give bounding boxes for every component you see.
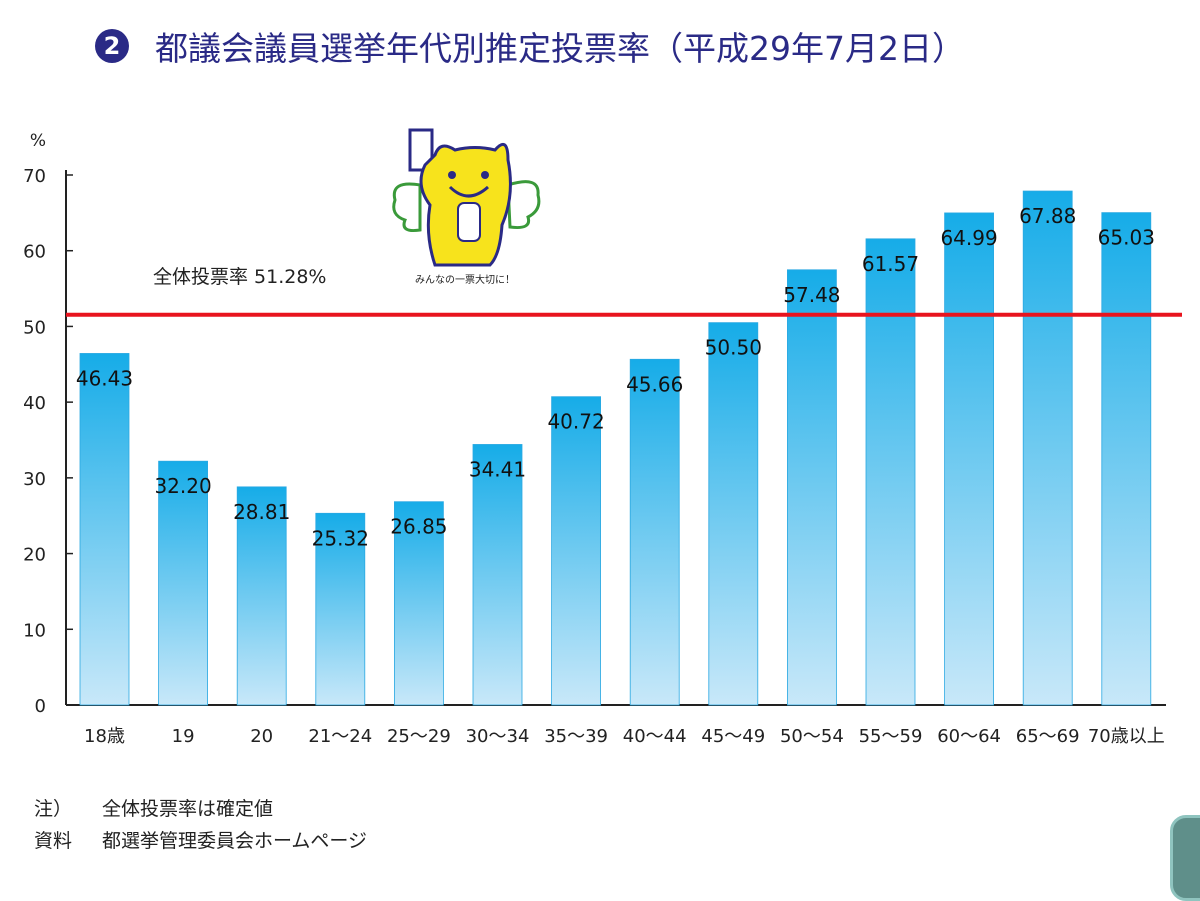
mascot-caption: みんなの一票大切に！ xyxy=(415,273,515,286)
data-label: 32.20 xyxy=(154,474,211,498)
x-tick-label: 50～54 xyxy=(780,726,844,747)
bar xyxy=(79,353,130,706)
y-tick-label: 60 xyxy=(23,242,46,263)
bar xyxy=(787,269,837,706)
data-label: 28.81 xyxy=(233,500,290,524)
page-corner-tab xyxy=(1170,815,1200,901)
bar xyxy=(551,396,601,706)
bar xyxy=(393,501,444,706)
bar-chart: % 0 10 20 30 40 50 60 70 46.43 32.20 28.81 25.32 26.… xyxy=(23,128,1182,747)
y-tick-label: 20 xyxy=(23,545,46,566)
bar xyxy=(865,238,916,706)
data-label: 67.88 xyxy=(1019,204,1076,228)
x-tick-label: 19 xyxy=(172,726,195,747)
x-tick-label: 25～29 xyxy=(387,726,451,747)
x-tick-label: 20 xyxy=(250,726,273,747)
y-axis-unit: % xyxy=(30,131,46,151)
bar xyxy=(708,322,759,706)
x-tick-label: 40～44 xyxy=(623,726,687,747)
bar xyxy=(944,212,994,706)
bar xyxy=(236,486,287,706)
y-tick-label: 0 xyxy=(35,696,46,717)
bar xyxy=(315,512,366,706)
note-text: 全体投票率は確定値 xyxy=(102,798,274,820)
bar xyxy=(1022,190,1073,706)
data-label: 57.48 xyxy=(783,283,840,307)
y-tick-label: 30 xyxy=(23,469,46,490)
y-tick-label: 50 xyxy=(23,317,46,338)
x-tick-label: 60～64 xyxy=(937,726,1001,747)
bar xyxy=(1101,212,1152,706)
note-key: 注） xyxy=(34,798,73,820)
chart-title-text: 都議会議員選挙年代別推定投票率（平成29年7月2日） xyxy=(155,29,965,68)
x-tick-label: 30～34 xyxy=(466,726,530,747)
x-tick-label: 21～24 xyxy=(308,726,372,747)
data-label: 64.99 xyxy=(940,226,997,250)
bar xyxy=(158,460,209,706)
data-label: 40.72 xyxy=(547,410,604,434)
chart-title: 2 都議会議員選挙年代別推定投票率（平成29年7月2日） xyxy=(95,22,965,70)
data-label: 34.41 xyxy=(469,457,526,481)
x-tick-label: 45～49 xyxy=(701,726,765,747)
y-tick-label: 40 xyxy=(23,393,46,414)
source-row: 資料 都選挙管理委員会ホームページ xyxy=(34,826,367,853)
data-label: 46.43 xyxy=(76,366,133,390)
bar xyxy=(629,358,680,706)
data-label: 26.85 xyxy=(390,515,447,539)
reference-line-label: 全体投票率 51.28% xyxy=(153,266,327,288)
data-label: 45.66 xyxy=(626,372,683,396)
x-tick-label: 35～39 xyxy=(544,726,608,747)
x-tick-label: 70歳以上 xyxy=(1088,726,1165,747)
data-label: 65.03 xyxy=(1098,226,1155,250)
bar xyxy=(472,444,523,706)
x-tick-label: 65～69 xyxy=(1016,726,1080,747)
y-tick-label: 10 xyxy=(23,620,46,641)
data-label: 25.32 xyxy=(312,526,369,550)
note-row: 注） 全体投票率は確定値 xyxy=(34,794,273,821)
data-label: 50.50 xyxy=(705,336,762,360)
source-text: 都選挙管理委員会ホームページ xyxy=(102,830,368,852)
section-number-badge: 2 xyxy=(95,29,129,63)
x-tick-label: 55～59 xyxy=(859,726,923,747)
data-label: 61.57 xyxy=(862,252,919,276)
x-tick-label: 18歳 xyxy=(84,726,125,747)
mascot-illustration: みんなの一票大切に！ xyxy=(392,128,541,286)
source-key: 資料 xyxy=(34,830,73,852)
y-tick-label: 70 xyxy=(23,166,46,187)
